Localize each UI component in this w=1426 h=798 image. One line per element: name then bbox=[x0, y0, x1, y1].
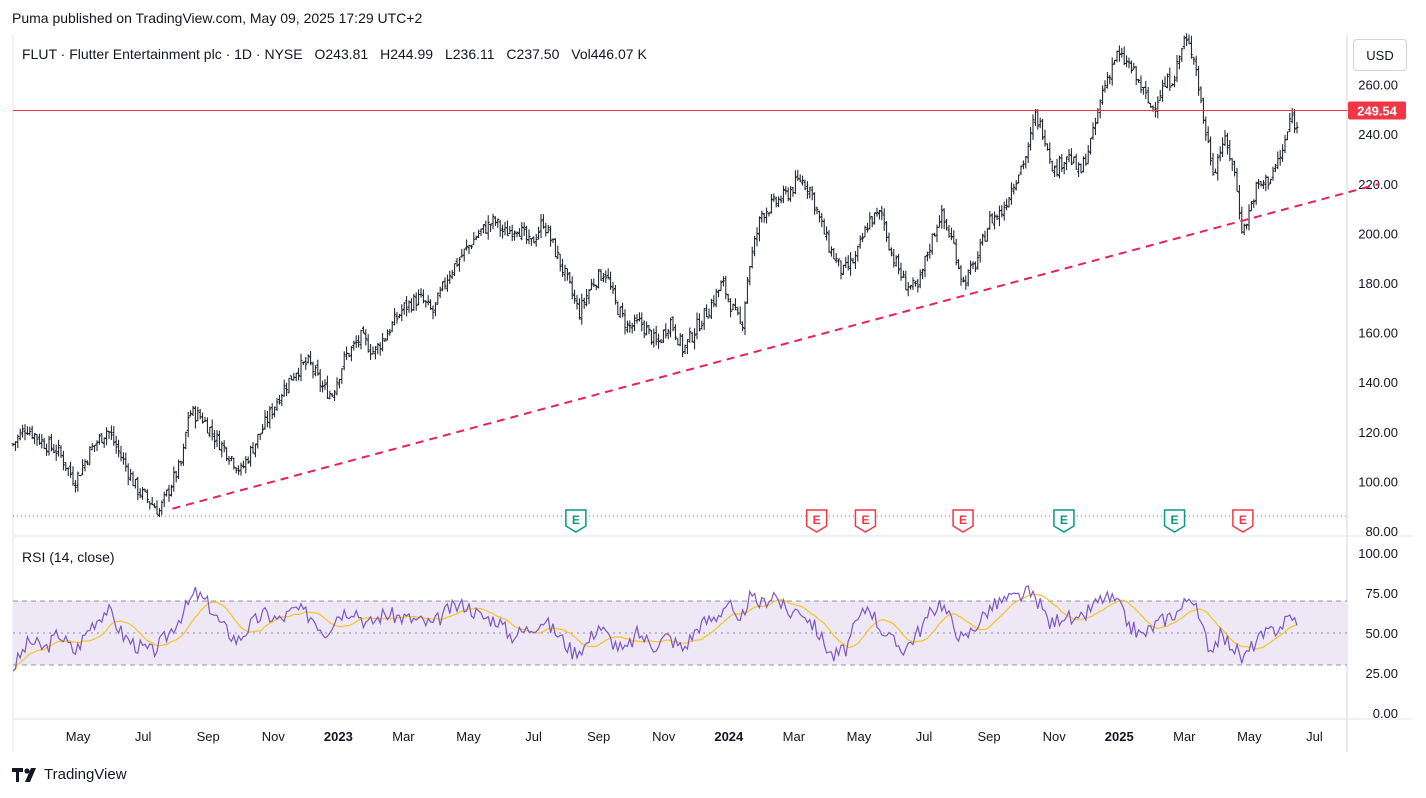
earnings-marker-positive[interactable] bbox=[1053, 509, 1075, 533]
tradingview-logo-icon bbox=[12, 767, 36, 782]
time-tick-label: Sep bbox=[978, 729, 1001, 744]
time-tick-label: May bbox=[1237, 729, 1262, 744]
price-tick-label: 200.00 bbox=[1358, 226, 1398, 241]
price-tick-label: 260.00 bbox=[1358, 78, 1398, 93]
support-trendline[interactable] bbox=[172, 182, 1380, 510]
tradingview-logo[interactable]: TradingView bbox=[12, 766, 127, 783]
time-tick-label: Sep bbox=[587, 729, 610, 744]
rsi-tick-label: 75.00 bbox=[1365, 586, 1398, 601]
symbol-header: FLUT · Flutter Entertainment plc · 1D · … bbox=[22, 46, 647, 62]
rsi-tick-label: 25.00 bbox=[1365, 666, 1398, 681]
high-value: 244.99 bbox=[390, 46, 434, 62]
earnings-marker-label: E bbox=[1060, 513, 1068, 527]
time-tick-label: Sep bbox=[197, 729, 220, 744]
rsi-tick-label: 50.00 bbox=[1365, 626, 1398, 641]
time-tick-label: 2024 bbox=[714, 729, 744, 744]
earnings-marker-negative[interactable] bbox=[805, 509, 828, 533]
earnings-marker-label: E bbox=[1239, 513, 1247, 527]
time-tick-label: Nov bbox=[262, 729, 286, 744]
earnings-marker-negative[interactable] bbox=[952, 509, 974, 533]
last-price-label: 249.54 bbox=[1357, 104, 1398, 119]
published-caption: Puma published on TradingView.com, May 0… bbox=[12, 10, 423, 26]
high-label: H bbox=[380, 46, 391, 62]
time-tick-label: Nov bbox=[652, 729, 676, 744]
last-price-tag bbox=[1348, 101, 1406, 120]
time-tick-label: May bbox=[847, 729, 872, 744]
time-tick-label: Jul bbox=[135, 729, 152, 744]
price-tick-label: 240.00 bbox=[1358, 127, 1398, 142]
earnings-marker-positive[interactable] bbox=[565, 509, 587, 533]
earnings-marker-positive[interactable] bbox=[1163, 509, 1186, 533]
price-tick-label: 160.00 bbox=[1358, 326, 1398, 341]
time-tick-label: Jul bbox=[525, 729, 542, 744]
price-tick-label: 80.00 bbox=[1365, 524, 1398, 539]
time-tick-label: Mar bbox=[783, 729, 806, 744]
symbol-line: FLUT · Flutter Entertainment plc · 1D · … bbox=[22, 46, 303, 62]
open-label: O bbox=[314, 46, 326, 62]
earnings-marker-label: E bbox=[861, 513, 869, 527]
logo-text: TradingView bbox=[44, 766, 127, 783]
rsi-tick-label: 0.00 bbox=[1373, 706, 1398, 721]
rsi-tick-label: 100.00 bbox=[1358, 546, 1398, 561]
time-tick-label: Nov bbox=[1043, 729, 1067, 744]
time-tick-label: May bbox=[66, 729, 91, 744]
time-tick-label: Jul bbox=[1306, 729, 1323, 744]
currency-button[interactable]: USD bbox=[1353, 39, 1407, 71]
price-tick-label: 140.00 bbox=[1358, 375, 1398, 390]
time-tick-label: Mar bbox=[1173, 729, 1196, 744]
earnings-marker-label: E bbox=[959, 513, 967, 527]
time-tick-label: 2025 bbox=[1105, 729, 1134, 744]
price-tick-label: 100.00 bbox=[1358, 474, 1398, 489]
price-tick-label: 120.00 bbox=[1358, 425, 1398, 440]
open-value: 243.81 bbox=[325, 46, 369, 62]
volume-label: Vol bbox=[571, 46, 591, 62]
low-label: L bbox=[444, 46, 453, 62]
earnings-marker-label: E bbox=[813, 513, 821, 527]
earnings-marker-negative[interactable] bbox=[1232, 509, 1254, 533]
time-tick-label: Jul bbox=[916, 729, 933, 744]
close-label: C bbox=[506, 46, 517, 62]
earnings-marker-label: E bbox=[572, 513, 580, 527]
time-tick-label: May bbox=[456, 729, 481, 744]
volume-value: 446.07 K bbox=[590, 46, 647, 62]
rsi-ma-line bbox=[12, 593, 1298, 672]
price-tick-label: 180.00 bbox=[1358, 276, 1398, 291]
time-tick-label: Mar bbox=[392, 729, 415, 744]
close-value: 237.50 bbox=[516, 46, 560, 62]
rsi-line bbox=[12, 585, 1298, 672]
time-tick-label: 2023 bbox=[324, 729, 353, 744]
earnings-marker-negative[interactable] bbox=[854, 509, 877, 533]
rsi-title: RSI (14, close) bbox=[22, 549, 115, 565]
earnings-marker-label: E bbox=[1171, 513, 1179, 527]
low-value: 236.11 bbox=[452, 46, 495, 62]
